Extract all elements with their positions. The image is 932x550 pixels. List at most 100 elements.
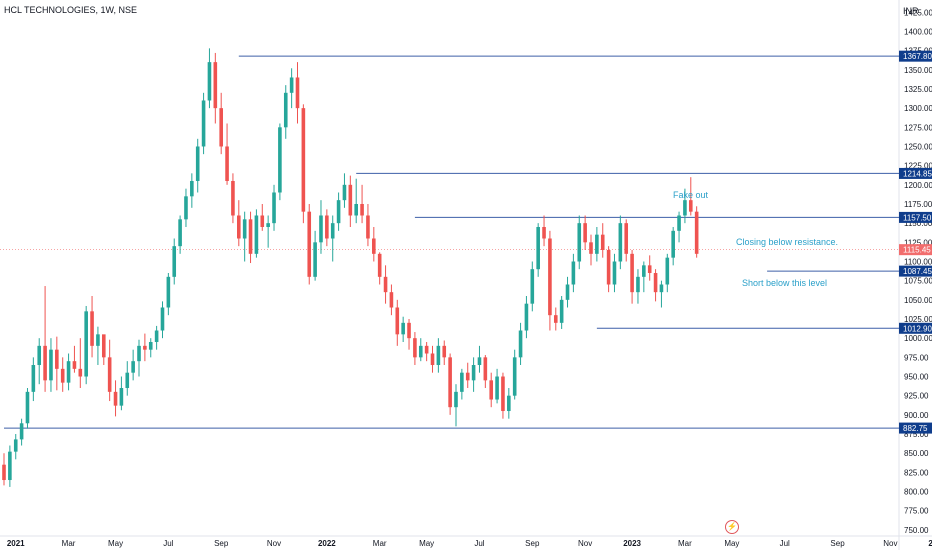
- level-price-label: 1012.90: [903, 324, 932, 333]
- candle-body: [683, 200, 687, 216]
- candle-body: [55, 349, 59, 369]
- candle-body: [96, 334, 100, 346]
- candle-body: [612, 261, 617, 285]
- candle-body: [688, 200, 693, 212]
- annotation-short-below: Short below this level: [742, 278, 828, 288]
- candle-body: [372, 238, 376, 254]
- last-price-label: 1115.45: [903, 246, 931, 255]
- candle-body: [524, 303, 529, 331]
- lightning-icon[interactable]: ⚡: [725, 520, 739, 534]
- candle-body: [507, 395, 511, 412]
- annotation-fake-out: Fake out: [673, 190, 709, 200]
- x-tick-label: Nov: [267, 539, 281, 548]
- candle-body: [448, 357, 452, 408]
- y-tick-label: 925.00: [904, 392, 929, 401]
- y-tick-label: 800.00: [904, 488, 929, 497]
- candle-body: [272, 192, 276, 224]
- candle-body: [242, 219, 247, 239]
- candle-body: [583, 223, 587, 243]
- candle-body: [266, 223, 270, 227]
- candle-body: [501, 376, 505, 412]
- candle-body: [471, 365, 476, 381]
- candle-body: [137, 345, 141, 362]
- candle-body: [313, 242, 317, 277]
- y-tick-label: 1250.00: [904, 142, 932, 151]
- candle-body: [19, 423, 24, 440]
- candle-body: [78, 368, 83, 377]
- candle-body: [49, 349, 53, 381]
- y-tick-label: 1425.00: [904, 8, 932, 17]
- candle-body: [101, 334, 106, 358]
- candle-body: [518, 330, 523, 358]
- candle-body: [2, 464, 6, 481]
- x-tick-label: Nov: [883, 539, 897, 548]
- y-tick-label: 1300.00: [904, 104, 932, 113]
- candle-body: [377, 253, 382, 277]
- x-tick-label: 2023: [623, 539, 641, 548]
- candle-body: [430, 353, 435, 366]
- level-price-label: 1214.85: [903, 169, 932, 178]
- annotation-closing-below: Closing below resistance.: [736, 237, 839, 247]
- y-tick-label: 850.00: [904, 449, 929, 458]
- candle-body: [542, 226, 546, 239]
- candle-body: [694, 211, 699, 254]
- candle-body: [301, 108, 306, 212]
- level-price-label: 1157.50: [903, 213, 932, 222]
- y-tick-label: 1100.00: [904, 257, 932, 266]
- level-price-label-bg: [899, 167, 932, 179]
- candle-body: [207, 62, 212, 101]
- candle-body: [460, 372, 464, 392]
- level-price-label-bg: [899, 422, 932, 434]
- candle-body: [184, 196, 188, 220]
- x-tick-label: May: [419, 539, 434, 548]
- level-price-label-bg: [899, 265, 932, 277]
- y-tick-label: 1400.00: [904, 27, 932, 36]
- candle-body: [677, 215, 681, 231]
- candle-body: [671, 230, 675, 258]
- candle-body: [348, 184, 353, 216]
- candle-body: [401, 322, 405, 335]
- candle-body: [31, 365, 36, 392]
- candle-body: [436, 345, 441, 366]
- candle-body: [154, 330, 159, 343]
- candle-body: [536, 226, 540, 270]
- candle-body: [395, 307, 400, 335]
- candle-body: [383, 276, 388, 293]
- y-tick-label: 1000.00: [904, 334, 932, 343]
- y-tick-label: 900.00: [904, 411, 929, 420]
- candle-body: [407, 322, 411, 339]
- candle-body: [454, 391, 458, 408]
- candle-body: [389, 292, 394, 308]
- candle-body: [589, 242, 593, 254]
- candle-body: [606, 249, 611, 285]
- candle-body: [143, 345, 147, 350]
- y-tick-label: 1050.00: [904, 296, 932, 305]
- candle-body: [37, 345, 42, 366]
- candle-body: [231, 180, 235, 216]
- candle-body: [319, 215, 323, 243]
- candle-body: [307, 211, 312, 277]
- level-price-label: 1087.45: [903, 267, 932, 276]
- candle-body: [172, 246, 177, 277]
- candle-body: [360, 203, 364, 216]
- candle-body: [600, 234, 605, 250]
- candle-body: [366, 215, 370, 239]
- candle-body: [325, 215, 329, 239]
- candle-body: [442, 345, 447, 358]
- symbol-title: HCL TECHNOLOGIES, 1W, NSE: [4, 5, 138, 15]
- candle-body: [178, 219, 182, 247]
- candle-body: [571, 261, 576, 285]
- candle-body: [354, 203, 358, 216]
- y-tick-label: 875.00: [904, 430, 929, 439]
- level-price-label: 882.75: [903, 424, 928, 433]
- candle-body: [190, 180, 194, 197]
- candle-body: [195, 146, 200, 181]
- candle-body: [25, 391, 30, 424]
- candle-body: [13, 439, 18, 452]
- candle-body: [559, 299, 564, 323]
- candle-body: [8, 451, 12, 481]
- candle-body: [653, 273, 658, 293]
- candle-body: [659, 284, 664, 293]
